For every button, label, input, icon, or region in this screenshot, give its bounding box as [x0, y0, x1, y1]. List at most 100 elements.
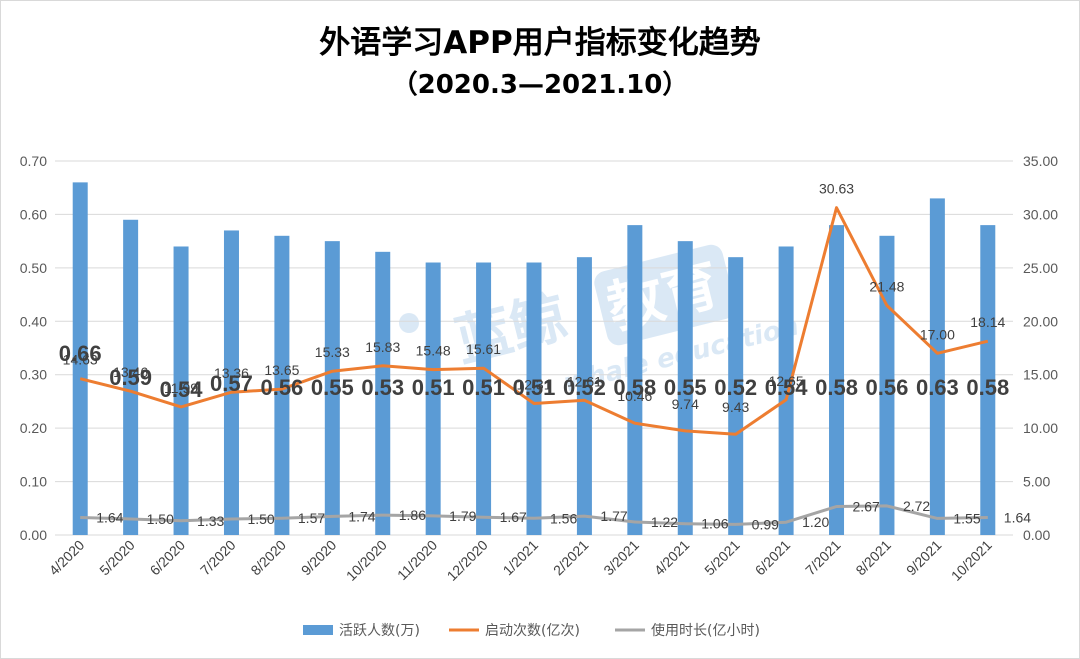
duration-data-label: 1.64 — [96, 509, 123, 525]
chart-title: 外语学习APP用户指标变化趋势 — [319, 25, 760, 61]
starts-data-label: 15.83 — [365, 339, 400, 355]
duration-data-label: 1.77 — [600, 508, 627, 524]
bar-data-label: 0.52 — [563, 375, 606, 400]
legend-item-starts: 启动次数(亿次) — [449, 623, 580, 639]
x-axis: 4/2020 5/2020 6/2020 7/2020 8/2020 9/2020 10/2… — [46, 537, 995, 584]
bar-data-label: 0.54 — [160, 377, 204, 402]
x-tick-label: 12/2020 — [444, 537, 491, 584]
left-axis: 0.00 0.10 0.20 0.30 0.40 0.50 0.60 0.70 — [20, 153, 47, 543]
duration-data-label: 0.99 — [752, 516, 779, 532]
bar — [778, 246, 794, 535]
x-tick-label: 1/2021 — [500, 537, 542, 579]
right-tick-label: 30.00 — [1023, 206, 1058, 222]
right-tick-label: 25.00 — [1023, 260, 1058, 276]
duration-data-label: 1.33 — [197, 513, 224, 529]
bar-data-label: 0.63 — [916, 375, 959, 400]
duration-data-label: 1.50 — [147, 511, 174, 527]
bar — [375, 251, 391, 536]
legend-label: 活跃人数(万) — [339, 623, 420, 639]
bar-data-label: 0.58 — [966, 375, 1009, 400]
starts-data-label: 13.65 — [264, 362, 299, 378]
legend-item-active-users: 活跃人数(万) — [303, 623, 420, 639]
duration-data-label: 1.50 — [247, 511, 274, 527]
legend-label: 启动次数(亿次) — [485, 623, 580, 639]
starts-data-label: 12.31 — [516, 376, 551, 392]
x-tick-label: 6/2021 — [752, 537, 794, 579]
x-tick-label: 10/2021 — [948, 537, 995, 584]
starts-data-label: 15.33 — [315, 344, 350, 360]
right-tick-label: 0.00 — [1023, 527, 1050, 543]
bar-data-label: 0.56 — [866, 375, 909, 400]
bar — [425, 262, 441, 535]
chart-subtitle: （2020.3—2021.10） — [392, 70, 689, 100]
starts-data-label: 30.63 — [819, 181, 854, 197]
x-tick-label: 10/2020 — [343, 537, 390, 584]
bar — [728, 257, 744, 535]
duration-data-label: 1.55 — [953, 510, 980, 526]
starts-data-label: 9.43 — [722, 399, 749, 415]
left-tick-label: 0.30 — [20, 367, 47, 383]
legend-swatch — [303, 625, 333, 635]
bar — [476, 262, 492, 535]
starts-data-label: 15.61 — [466, 341, 501, 357]
x-tick-label: 6/2020 — [147, 537, 189, 579]
duration-data-label: 1.57 — [298, 510, 325, 526]
left-tick-label: 0.50 — [20, 260, 47, 276]
x-tick-label: 7/2020 — [197, 537, 239, 579]
bar — [576, 257, 592, 535]
bar-data-label: 0.51 — [462, 375, 505, 400]
right-tick-label: 35.00 — [1023, 153, 1058, 169]
bar — [677, 241, 693, 535]
watermark-text-cn: 蓝鲸 — [449, 285, 573, 375]
bar — [274, 235, 290, 536]
left-tick-label: 0.40 — [20, 313, 47, 329]
x-tick-label: 8/2021 — [852, 537, 894, 579]
bar — [123, 219, 139, 535]
right-axis: 0.00 5.00 10.00 15.00 20.00 25.00 30.00 35.00 — [1023, 153, 1058, 543]
bar-data-label: 0.58 — [613, 375, 656, 400]
duration-data-label: 1.56 — [550, 510, 577, 526]
bar-data-label: 0.51 — [513, 375, 556, 400]
bar-data-label: 0.51 — [412, 375, 455, 400]
bar-data-label: 0.66 — [59, 341, 102, 366]
duration-data-label: 1.86 — [399, 507, 426, 523]
line-series — [79, 206, 989, 526]
starts-data-label: 12.65 — [769, 373, 804, 389]
x-tick-label: 9/2020 — [298, 537, 340, 579]
left-tick-label: 0.10 — [20, 474, 47, 490]
bar-data-label: 0.52 — [714, 375, 757, 400]
x-tick-label: 7/2021 — [802, 537, 844, 579]
starts-data-label: 18.14 — [970, 314, 1005, 330]
starts-line — [79, 206, 989, 436]
starts-data-label: 13.46 — [113, 364, 148, 380]
data-labels: 14.63 13.46 11.99 13.36 13.65 15.33 15.83 15.48… — [59, 181, 1031, 533]
right-tick-label: 5.00 — [1023, 474, 1050, 490]
bar-data-label: 0.59 — [109, 365, 152, 390]
duration-data-label: 2.72 — [903, 498, 930, 514]
starts-data-label: 15.48 — [416, 343, 451, 359]
right-tick-label: 10.00 — [1023, 420, 1058, 436]
x-tick-label: 11/2020 — [394, 537, 441, 584]
left-tick-label: 0.00 — [20, 527, 47, 543]
x-tick-label: 5/2021 — [701, 537, 743, 579]
right-tick-label: 20.00 — [1023, 313, 1058, 329]
watermark-drop-icon — [399, 313, 419, 333]
right-tick-label: 15.00 — [1023, 367, 1058, 383]
starts-data-label: 21.48 — [869, 278, 904, 294]
bar — [829, 225, 845, 535]
bar-data-label: 0.56 — [260, 375, 303, 400]
bar — [980, 225, 996, 535]
legend-label: 使用时长(亿小时) — [651, 622, 760, 639]
legend: 活跃人数(万) 启动次数(亿次) 使用时长(亿小时) — [303, 622, 760, 639]
legend-item-duration: 使用时长(亿小时) — [615, 622, 760, 639]
duration-data-label: 2.67 — [853, 498, 880, 514]
duration-data-label: 1.79 — [449, 508, 476, 524]
starts-data-label: 14.63 — [63, 352, 98, 368]
x-tick-label: 4/2020 — [46, 537, 88, 579]
bar — [324, 241, 340, 535]
bar-data-label: 0.54 — [765, 375, 809, 400]
starts-data-label: 9.74 — [672, 396, 699, 412]
x-tick-label: 5/2020 — [96, 537, 138, 579]
